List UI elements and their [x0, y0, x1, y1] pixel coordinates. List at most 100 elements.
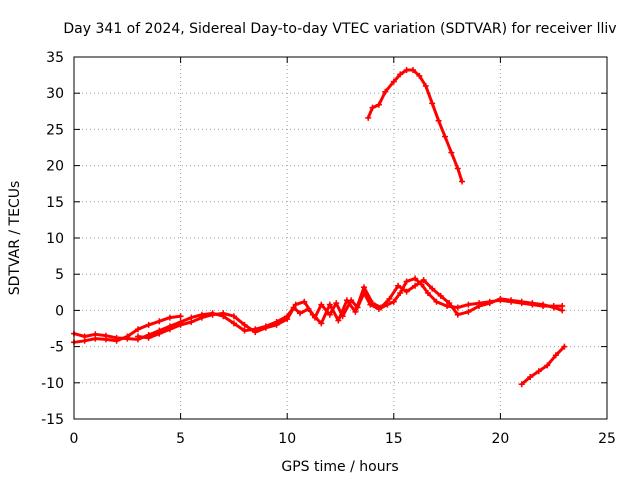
data-point [335, 317, 342, 324]
data-point [412, 282, 419, 289]
data-point [318, 320, 325, 327]
data-point [424, 290, 431, 297]
data-point [508, 297, 515, 304]
data-point [395, 282, 402, 289]
data-point [177, 313, 184, 320]
data-point [230, 320, 237, 327]
y-tick-label: 0 [55, 303, 64, 319]
data-point [292, 301, 299, 308]
y-tick-label: 5 [55, 267, 64, 283]
data-point [156, 330, 163, 337]
data-point [518, 298, 525, 305]
data-point [262, 324, 269, 331]
y-tick-label: 15 [46, 195, 64, 211]
data-point [552, 352, 559, 359]
data-point [92, 335, 99, 342]
data-point [429, 285, 436, 292]
data-point [333, 300, 340, 307]
data-point [540, 301, 547, 308]
data-point [433, 298, 440, 305]
data-point [198, 314, 205, 321]
series-track-1 [72, 277, 564, 341]
data-point [156, 318, 163, 325]
series-peak-arc [366, 68, 464, 183]
data-point [252, 329, 259, 336]
data-point [437, 292, 444, 299]
x-tick-label: 20 [491, 431, 509, 447]
data-point [326, 311, 333, 318]
data-point [273, 321, 280, 328]
data-point [409, 67, 416, 74]
data-point [390, 298, 397, 305]
data-point [365, 114, 372, 121]
data-point [559, 307, 566, 314]
data-point [465, 301, 472, 308]
data-point [422, 82, 429, 89]
data-point [403, 67, 410, 74]
x-tick-label: 25 [598, 431, 616, 447]
x-tick-label: 0 [70, 431, 79, 447]
data-point [465, 308, 472, 315]
data-point [429, 100, 436, 107]
data-point [527, 374, 534, 381]
data-point [412, 275, 419, 282]
data-point [397, 290, 404, 297]
data-point [230, 313, 237, 320]
data-point [296, 310, 303, 317]
data-point [416, 72, 423, 79]
grid-layer [74, 57, 607, 419]
y-tick-label: 25 [46, 122, 64, 138]
data-point [166, 314, 173, 321]
data-point [497, 295, 504, 302]
data-point [518, 381, 525, 388]
y-tick-label: -5 [50, 340, 64, 356]
data-point [486, 300, 493, 307]
data-point [113, 337, 120, 344]
data-point [454, 304, 461, 311]
data-point [81, 337, 88, 344]
y-tick-label: 10 [46, 231, 64, 247]
tick-layer: -15 -10 -5 0 5 10 15 20 25 30 35 0 5 10 15 20 25 [41, 50, 616, 447]
data-point [403, 278, 410, 285]
data-point [544, 362, 551, 369]
x-tick-label: 10 [278, 431, 296, 447]
data-point [318, 301, 325, 308]
data-point [284, 316, 291, 323]
data-point [550, 304, 557, 311]
x-axis-label: GPS time / hours [281, 459, 398, 475]
y-tick-label: 20 [46, 159, 64, 175]
data-point [188, 318, 195, 325]
data-point [420, 276, 427, 283]
data-point [369, 300, 376, 307]
data-point [459, 178, 466, 185]
data-point [446, 300, 453, 307]
data-point [360, 284, 367, 291]
data-point [375, 101, 382, 108]
plot-frame [73, 56, 608, 420]
data-point [134, 326, 141, 333]
data-point [177, 321, 184, 328]
data-point [369, 104, 376, 111]
data-point [454, 165, 461, 172]
chart-title: Day 341 of 2024, Sidereal Day-to-day VTE… [63, 21, 616, 37]
x-tick-label: 15 [385, 431, 403, 447]
data-point [343, 297, 350, 304]
y-axis-label: SDTVAR / TECUs [7, 181, 23, 296]
data-point [241, 321, 248, 328]
y-tick-label: 35 [46, 50, 64, 66]
data-point [209, 311, 216, 318]
data-point [220, 310, 227, 317]
data-point [326, 301, 333, 308]
y-tick-label: -15 [41, 412, 64, 428]
series-track-3 [136, 278, 564, 340]
data-point [535, 368, 542, 375]
data-point [166, 326, 173, 333]
data-point [386, 295, 393, 302]
data-point [448, 149, 455, 156]
data-point [352, 308, 359, 315]
data-point [561, 343, 568, 350]
series-late-rise [520, 345, 566, 386]
data-point [382, 88, 389, 95]
data-point [441, 133, 448, 140]
